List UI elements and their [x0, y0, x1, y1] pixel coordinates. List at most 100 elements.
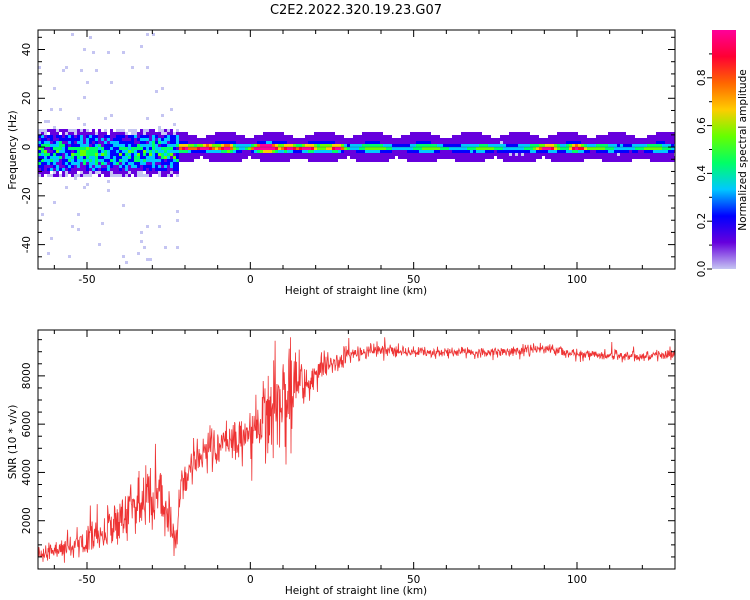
heat-cell	[89, 156, 92, 159]
heat-cell	[173, 144, 176, 147]
heat-cell	[614, 144, 617, 147]
heat-cell	[146, 153, 149, 156]
heat-cell	[326, 141, 329, 144]
heat-cell	[533, 150, 536, 153]
heat-cell	[542, 141, 545, 144]
heat-cell	[629, 153, 632, 156]
heat-cell	[50, 132, 53, 135]
heat-cell	[281, 138, 284, 141]
heat-cell	[218, 150, 221, 153]
heat-cell	[41, 150, 44, 153]
heat-cell	[179, 138, 182, 141]
heat-cell	[374, 138, 377, 141]
heat-cell	[392, 153, 395, 156]
heat-cell	[518, 147, 521, 150]
heat-cell	[116, 156, 119, 159]
y-tick-label: -20	[21, 187, 33, 204]
heat-cell	[179, 147, 182, 150]
heat-cell	[527, 153, 530, 156]
heat-cell	[98, 129, 101, 132]
heat-cell	[233, 147, 236, 150]
heat-cell	[488, 150, 491, 153]
heat-cell	[626, 135, 629, 138]
heat-cell	[203, 150, 206, 153]
heat-cell	[140, 165, 143, 168]
heat-cell	[164, 147, 167, 150]
heat-cell	[38, 144, 41, 147]
heat-cell	[62, 153, 65, 156]
heat-cell	[230, 147, 233, 150]
heat-cell	[650, 153, 653, 156]
heat-cell	[155, 156, 158, 159]
heat-cell	[74, 132, 77, 135]
heat-cell	[581, 153, 584, 156]
heat-cell	[113, 159, 116, 162]
heat-cell	[218, 138, 221, 141]
heat-cell	[605, 159, 608, 162]
heat-cell	[368, 144, 371, 147]
heat-cell	[131, 171, 134, 174]
heat-cell	[512, 144, 515, 147]
heat-cell	[260, 147, 263, 150]
heat-cell	[95, 171, 98, 174]
heat-cell	[80, 69, 83, 72]
heat-cell	[500, 144, 503, 147]
heat-cell	[341, 147, 344, 150]
heat-cell	[185, 141, 188, 144]
heat-cell	[380, 141, 383, 144]
heat-cell	[101, 141, 104, 144]
heat-cell	[302, 150, 305, 153]
heat-cell	[560, 153, 563, 156]
heat-cell	[464, 138, 467, 141]
heat-cell	[524, 138, 527, 141]
heat-cell	[86, 168, 89, 171]
heat-cell	[554, 141, 557, 144]
heat-cell	[212, 153, 215, 156]
heat-cell	[104, 159, 107, 162]
heat-cell	[194, 138, 197, 141]
heat-cell	[425, 153, 428, 156]
heat-cell	[44, 144, 47, 147]
heat-cell	[134, 171, 137, 174]
heat-cell	[272, 156, 275, 159]
heat-cell	[44, 129, 47, 132]
heat-cell	[47, 171, 50, 174]
heat-cell	[665, 135, 668, 138]
heat-cell	[89, 153, 92, 156]
heat-cell	[149, 156, 152, 159]
heat-cell	[380, 138, 383, 141]
heat-cell	[194, 150, 197, 153]
heat-cell	[575, 132, 578, 135]
heat-cell	[53, 87, 56, 90]
heat-cell	[473, 135, 476, 138]
heat-cell	[182, 132, 185, 135]
heat-cell	[407, 144, 410, 147]
heat-cell	[581, 138, 584, 141]
heat-cell	[245, 150, 248, 153]
heat-cell	[278, 138, 281, 141]
heat-cell	[119, 168, 122, 171]
heat-cell	[80, 165, 83, 168]
heat-cell	[275, 138, 278, 141]
heat-cell	[434, 135, 437, 138]
heat-cell	[557, 141, 560, 144]
heat-cell	[83, 165, 86, 168]
heat-cell	[467, 147, 470, 150]
heat-cell	[401, 141, 404, 144]
heat-cell	[647, 153, 650, 156]
heat-cell	[512, 132, 515, 135]
heat-cell	[98, 162, 101, 165]
heat-cell	[65, 66, 68, 69]
heat-cell	[470, 159, 473, 162]
heat-cell	[116, 144, 119, 147]
heat-cell	[512, 153, 515, 156]
heat-cell	[152, 144, 155, 147]
heat-cell	[134, 159, 137, 162]
heat-cell	[206, 153, 209, 156]
heat-cell	[671, 135, 674, 138]
heat-cell	[287, 138, 290, 141]
heat-cell	[275, 153, 278, 156]
heat-cell	[488, 153, 491, 156]
heat-cell	[434, 150, 437, 153]
heat-cell	[41, 153, 44, 156]
